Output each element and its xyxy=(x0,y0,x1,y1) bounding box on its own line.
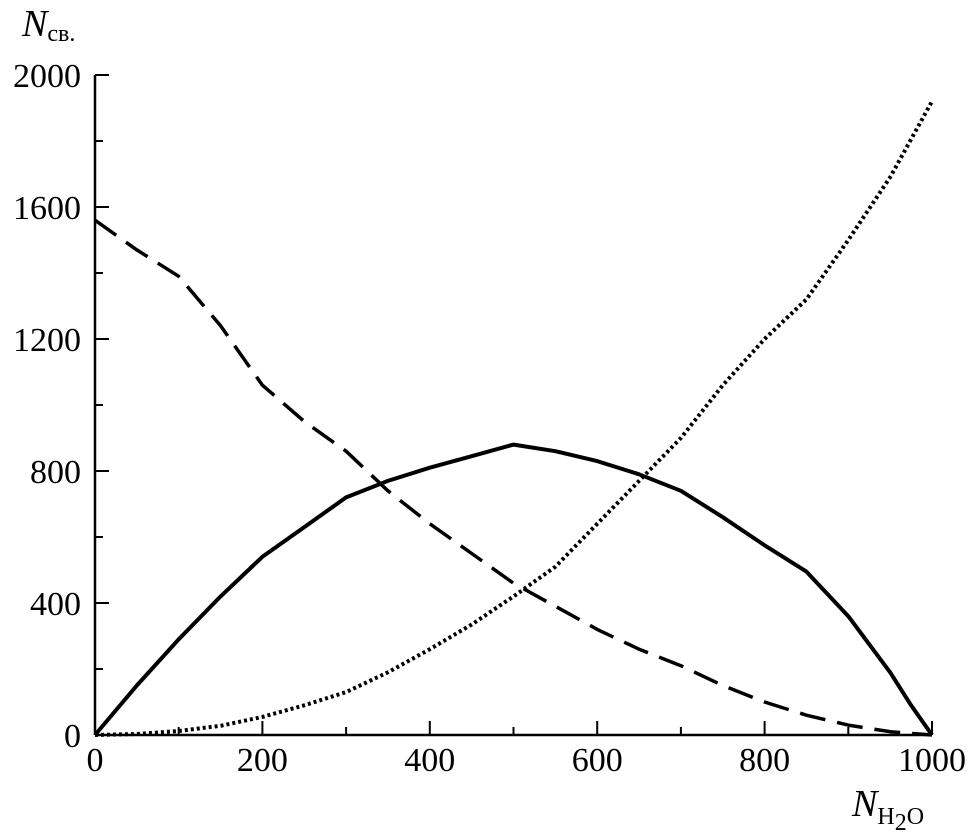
y-tick-label: 1600 xyxy=(13,190,81,227)
y-axis-title: Nсв. xyxy=(21,3,75,47)
x-tick-label: 600 xyxy=(572,742,623,779)
series-line-solid xyxy=(93,442,934,737)
y-tick-label: 2000 xyxy=(13,58,81,95)
x-axis-title-main: N xyxy=(851,783,880,825)
x-tick-label: 1000 xyxy=(898,742,966,779)
series-layer xyxy=(93,100,934,737)
y-tick-label: 400 xyxy=(30,586,81,623)
ticks: 0 400 800 1200 1600 2000 0 200 400 600 800 1000 xyxy=(13,58,966,779)
x-tick-label: 0 xyxy=(87,742,104,779)
series-line-dashed xyxy=(93,218,933,737)
series-line-dotted xyxy=(94,100,934,737)
y-axis-title-sub: св. xyxy=(47,21,75,47)
y-tick-label: 1200 xyxy=(13,322,81,359)
y-axis-title-main: N xyxy=(21,3,50,45)
y-tick-label: 0 xyxy=(64,718,81,755)
axes xyxy=(93,75,932,737)
x-axis-title-sub-lead: H xyxy=(877,804,894,830)
x-tick-label: 200 xyxy=(237,742,288,779)
x-tick-label: 400 xyxy=(404,742,455,779)
y-tick-label: 800 xyxy=(30,454,81,491)
x-tick-label: 800 xyxy=(739,742,790,779)
x-axis-title-sub-digit: 2 xyxy=(895,810,907,836)
x-axis-title-sub-tail: O xyxy=(907,804,924,830)
x-axis-title: NH2O xyxy=(851,783,924,836)
